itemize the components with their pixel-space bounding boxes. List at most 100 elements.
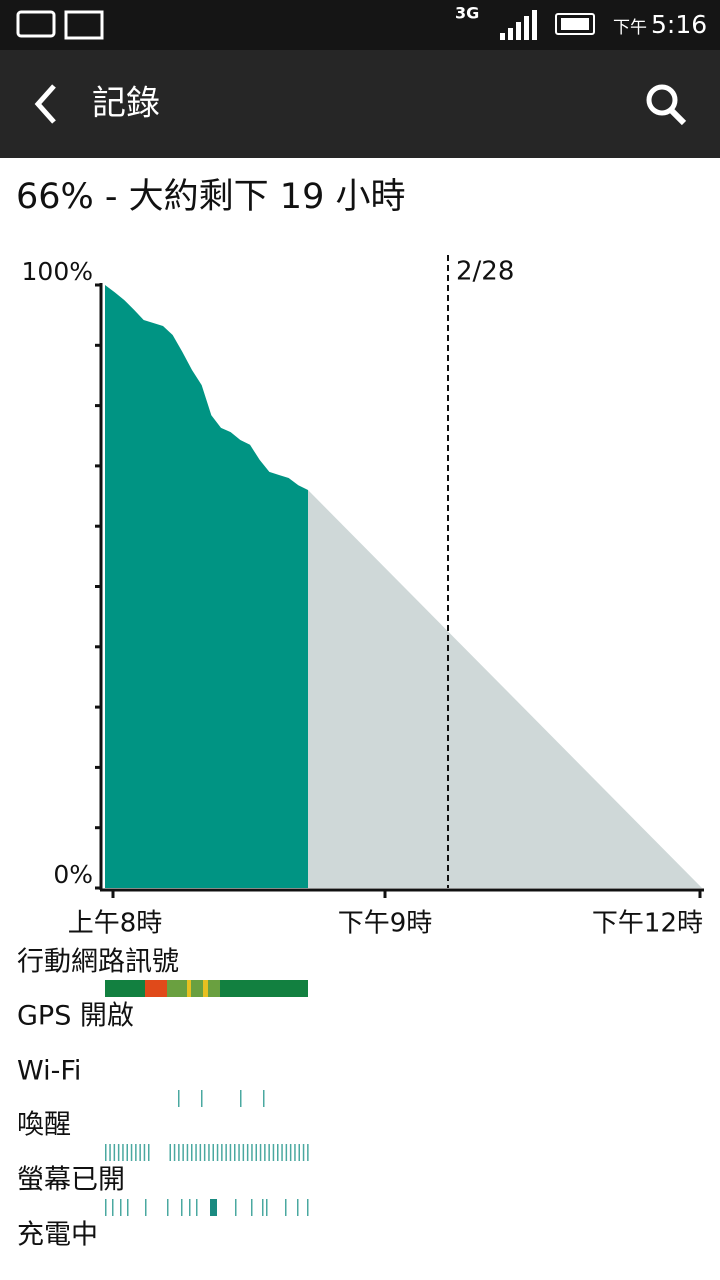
wake-tick (178, 1144, 180, 1161)
wake-tick (294, 1144, 296, 1161)
screen-block (210, 1199, 217, 1216)
wake-tick (255, 1144, 257, 1161)
wake-tick (173, 1144, 176, 1161)
wake-tick (130, 1144, 133, 1161)
screen-tick (112, 1199, 114, 1216)
screen-tick (189, 1199, 191, 1216)
screen-tick (167, 1199, 169, 1216)
battery-summary: 66% - 大約剩下 19 小時 (16, 177, 405, 217)
wake-tick (199, 1144, 202, 1161)
signal-icon (500, 10, 537, 40)
screen-tick (181, 1199, 183, 1216)
app-title: 記錄 (92, 84, 160, 124)
wake-tick (246, 1144, 249, 1161)
wake-tick (143, 1144, 146, 1161)
status-bar: 3G 下午 5:16 (0, 0, 720, 50)
wake-tick (229, 1144, 232, 1161)
projection (308, 490, 702, 888)
back-button[interactable] (34, 84, 56, 124)
wake-tick (126, 1144, 128, 1161)
wake-tick (109, 1144, 111, 1161)
screen-tick (196, 1199, 198, 1216)
wake-tick (268, 1144, 270, 1161)
signal-segment (208, 980, 220, 997)
row-label: 行動網路訊號 (17, 947, 179, 978)
wifi-tick (263, 1090, 265, 1107)
row-label: GPS 開啟 (17, 1001, 134, 1032)
wake-tick (195, 1144, 197, 1161)
wake-tick (264, 1144, 266, 1161)
battery-icon (555, 13, 595, 35)
wifi-tick (178, 1090, 180, 1107)
wake-tick (212, 1144, 214, 1161)
status-icons: 3G 下午 5:16 (16, 4, 707, 40)
signal-segment (145, 980, 167, 997)
screen-tick (266, 1199, 268, 1216)
screen-tick (127, 1199, 129, 1216)
screen-tick (251, 1199, 253, 1216)
time: 5:16 (651, 10, 707, 39)
x-tick-label: 下午12時 (592, 909, 703, 939)
wake-tick (251, 1144, 253, 1161)
signal-segment (220, 980, 308, 997)
screen-tick (297, 1199, 299, 1216)
app-bar: 記錄 (0, 50, 720, 158)
time-prefix: 下午 (613, 18, 647, 38)
wake-tick (117, 1144, 120, 1161)
y-tick-label: 100% (22, 257, 93, 286)
wake-tick (302, 1144, 305, 1161)
row-label: 充電中 (17, 1220, 98, 1251)
wake-tick (277, 1144, 279, 1161)
screen-tick (235, 1199, 237, 1216)
wake-tick (216, 1144, 219, 1161)
wake-tick (135, 1144, 137, 1161)
date-label: 2/28 (456, 257, 514, 287)
x-tick-label: 下午9時 (338, 909, 433, 939)
wake-tick (122, 1144, 124, 1161)
screen-tick (285, 1199, 287, 1216)
signal-segment (187, 980, 191, 997)
wake-tick (272, 1144, 275, 1161)
wifi-tick (201, 1090, 203, 1107)
row-label: 螢幕已開 (17, 1165, 125, 1196)
app-bar-content: 記錄 (34, 84, 687, 126)
row-label: 喚醒 (17, 1110, 71, 1141)
wake-tick (242, 1144, 245, 1161)
wake-tick (208, 1144, 210, 1161)
search-button[interactable] (646, 84, 687, 126)
row-label: Wi-Fi (17, 1056, 81, 1087)
wake-tick (259, 1144, 262, 1161)
y-tick-label: 0% (53, 860, 93, 889)
wake-tick (105, 1144, 107, 1161)
wake-tick (298, 1144, 300, 1161)
screen-tick (145, 1199, 147, 1216)
wake-tick (182, 1144, 184, 1161)
signal-segment (203, 980, 208, 997)
signal-segment (167, 980, 187, 997)
network-type: 3G (455, 4, 479, 23)
wake-tick (139, 1144, 141, 1161)
wake-tick (281, 1144, 283, 1161)
battery-area (105, 285, 308, 888)
wake-tick (113, 1144, 116, 1161)
wifi-tick (240, 1090, 242, 1107)
wake-tick (234, 1144, 236, 1161)
wake-tick (238, 1144, 240, 1161)
wake-tick (169, 1144, 171, 1161)
screen-tick (307, 1199, 309, 1216)
wake-tick (285, 1144, 288, 1161)
screen-tick (262, 1199, 264, 1216)
wake-tick (289, 1144, 292, 1161)
wake-tick (307, 1144, 309, 1161)
battery-level (561, 18, 589, 30)
screen-tick (105, 1199, 107, 1216)
wake-tick (225, 1144, 227, 1161)
wake-tick (221, 1144, 223, 1161)
wake-tick (148, 1144, 150, 1161)
x-tick-label: 上午8時 (68, 909, 163, 939)
battery-history: 66% - 大約剩下 19 小時 0% 100% 上午8時 下午9時 下午12時 2/28… (16, 177, 704, 1251)
wake-tick (186, 1144, 189, 1161)
eco-icon (16, 10, 56, 38)
image-icon (64, 10, 104, 40)
